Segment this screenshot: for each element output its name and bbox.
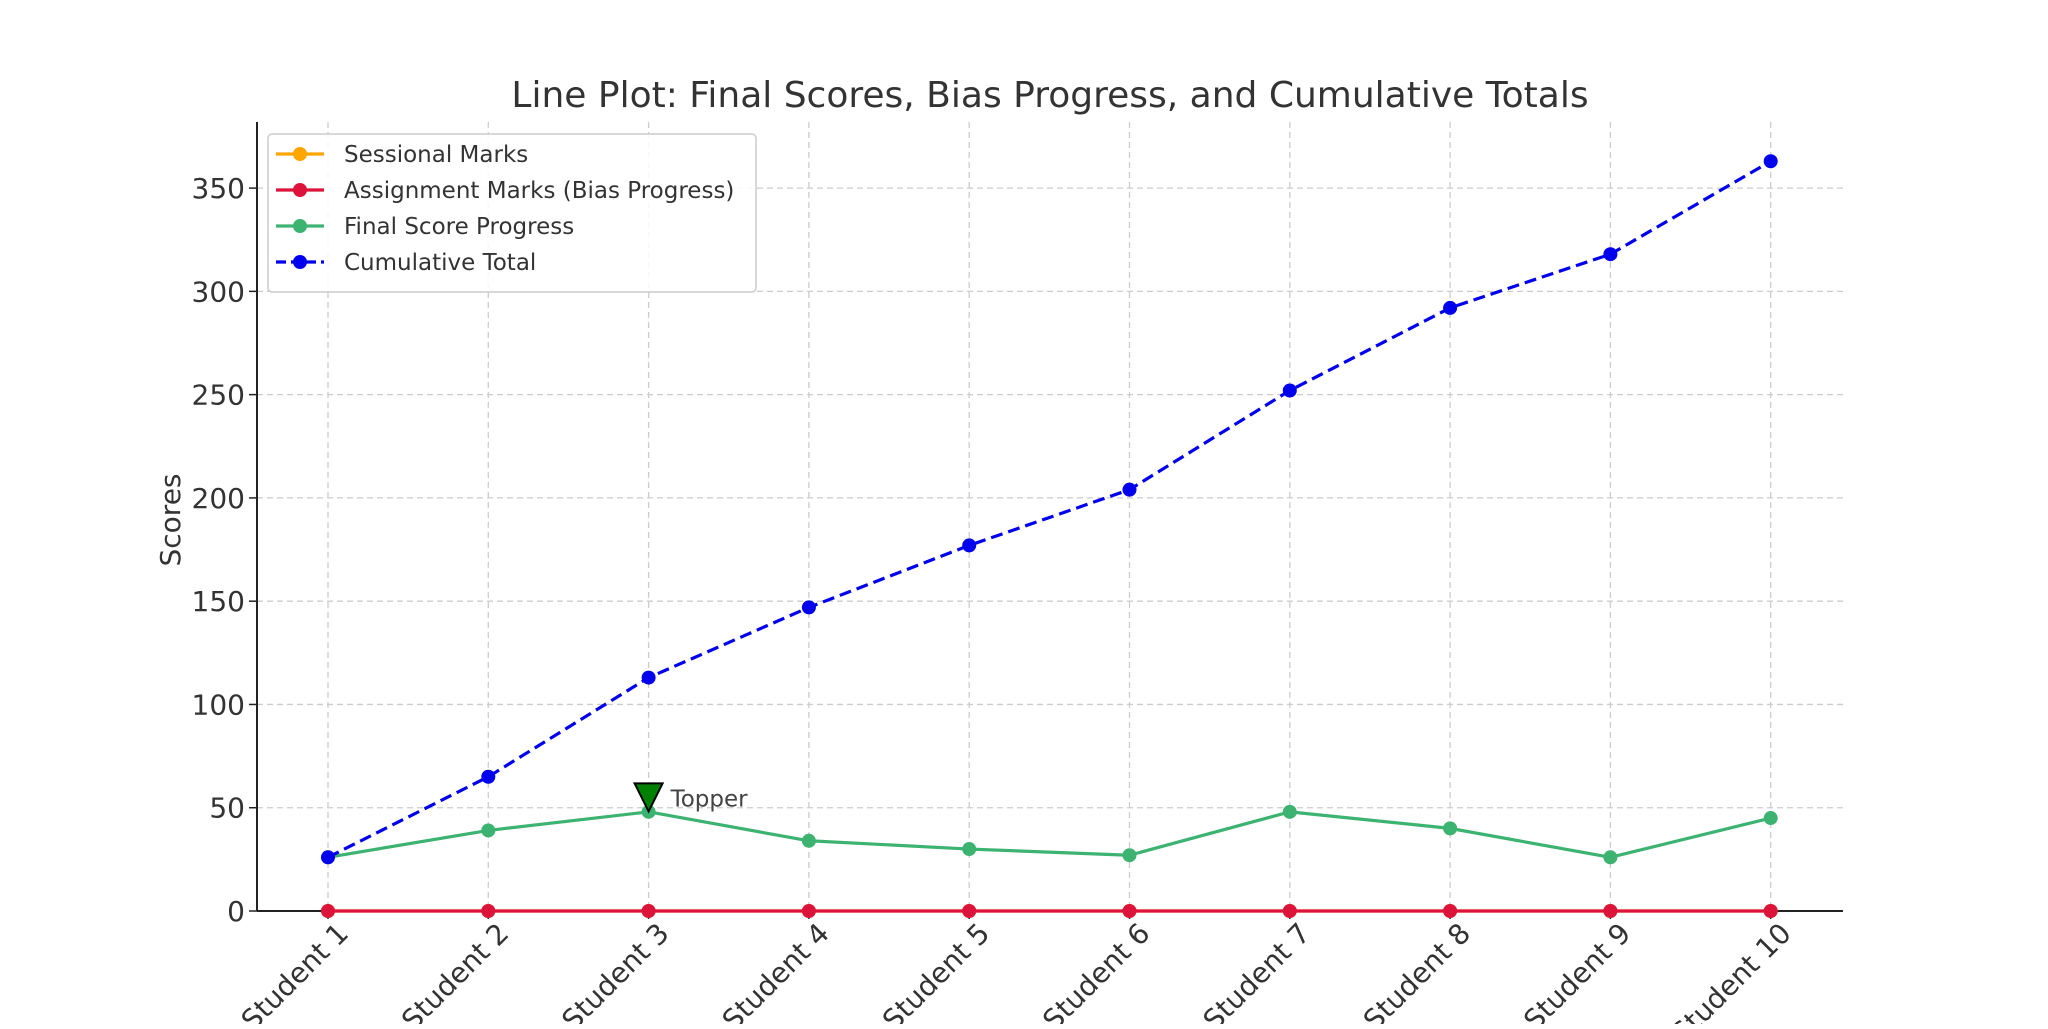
y-tick-label: 0 xyxy=(227,895,245,928)
legend-item: Sessional Marks xyxy=(276,142,528,168)
series-2 xyxy=(321,804,1778,865)
legend-label: Cumulative Total xyxy=(344,250,536,276)
y-tick-label: 150 xyxy=(192,585,245,618)
data-point xyxy=(1122,904,1137,918)
data-point xyxy=(321,904,335,918)
chart-title: Line Plot: Final Scores, Bias Progress, … xyxy=(511,75,1588,116)
data-point xyxy=(1443,904,1458,918)
x-tick-label: Student 1 xyxy=(235,917,355,1024)
data-point xyxy=(1763,811,1778,826)
legend-label: Assignment Marks (Bias Progress) xyxy=(344,178,734,204)
data-point xyxy=(1603,247,1618,262)
y-axis-label: Scores xyxy=(154,473,187,566)
topper-annotation: Topper xyxy=(670,786,749,812)
data-point xyxy=(321,850,335,865)
data-point xyxy=(962,538,977,553)
x-tick-label: Student 8 xyxy=(1357,917,1477,1024)
series-layer xyxy=(321,154,1778,918)
data-point xyxy=(1282,804,1297,819)
series-1 xyxy=(321,904,1778,918)
legend-item: Assignment Marks (Bias Progress) xyxy=(276,178,734,204)
data-point xyxy=(1282,383,1297,398)
data-point xyxy=(1122,848,1137,863)
legend-box xyxy=(267,133,757,293)
legend-swatch-marker xyxy=(293,183,307,197)
x-tick-label: Student 9 xyxy=(1517,917,1637,1024)
data-point xyxy=(1122,482,1137,497)
x-tick-label: Student 10 xyxy=(1665,917,1798,1024)
x-tick-label: Student 6 xyxy=(1036,917,1156,1024)
data-point xyxy=(481,769,496,784)
x-tick-label: Student 3 xyxy=(555,917,675,1024)
x-tick-label: Student 2 xyxy=(395,917,515,1024)
data-point xyxy=(481,904,496,918)
data-point xyxy=(801,904,816,918)
legend-swatch-marker xyxy=(293,147,307,161)
y-tick-label: 200 xyxy=(192,482,245,515)
legend-item: Final Score Progress xyxy=(276,214,574,240)
data-point xyxy=(962,842,977,857)
annotation-layer: Topper xyxy=(632,782,749,814)
x-tick-label: Student 5 xyxy=(876,917,996,1024)
legend-label: Final Score Progress xyxy=(344,214,574,240)
legend-swatch-marker xyxy=(293,255,307,269)
series-3 xyxy=(321,154,1778,865)
data-point xyxy=(1603,904,1618,918)
series-line xyxy=(327,810,1772,859)
x-tick-label: Student 4 xyxy=(716,917,836,1024)
y-tick-label: 350 xyxy=(192,172,245,205)
legend-item: Cumulative Total xyxy=(276,250,536,276)
data-point xyxy=(481,823,496,838)
data-point xyxy=(1443,821,1458,836)
data-point xyxy=(641,904,656,918)
data-point xyxy=(801,600,816,615)
data-point xyxy=(1603,850,1618,865)
data-point xyxy=(962,904,977,918)
y-tick-label: 300 xyxy=(192,275,245,308)
legend-label: Sessional Marks xyxy=(344,142,528,168)
data-point xyxy=(1763,904,1778,918)
y-tick-label: 100 xyxy=(192,688,245,721)
y-tick-label: 250 xyxy=(192,379,245,412)
data-point xyxy=(801,833,816,848)
data-point xyxy=(1282,904,1297,918)
topper-marker xyxy=(632,782,665,814)
data-point xyxy=(1443,300,1458,315)
data-point xyxy=(1763,154,1778,169)
x-tick-label: Student 7 xyxy=(1197,917,1317,1024)
series-line xyxy=(327,159,1772,859)
y-tick-label: 50 xyxy=(209,792,245,825)
data-point xyxy=(641,670,656,685)
legend-swatch-marker xyxy=(293,219,307,233)
legend: Sessional Marks Assignment Marks (Bias Pr… xyxy=(267,133,757,293)
